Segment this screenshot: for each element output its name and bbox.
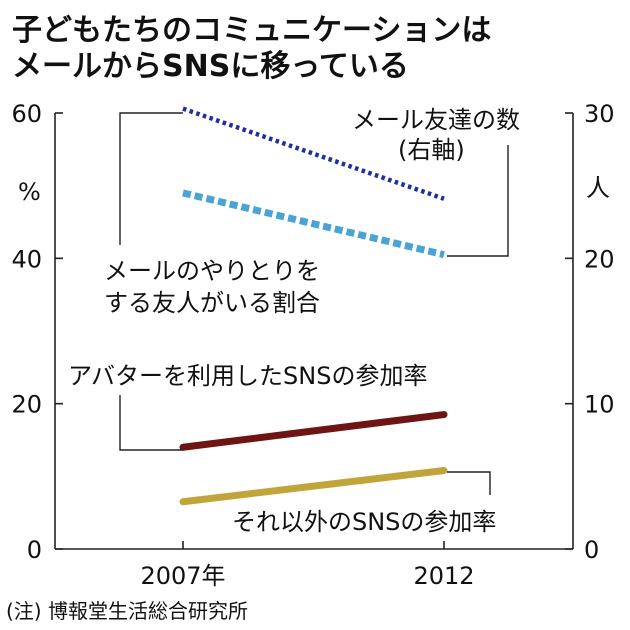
label-mail-friends-sub: (右軸) xyxy=(398,136,465,164)
right-axis-unit: 人 xyxy=(586,174,610,202)
leader-avatar-sns xyxy=(119,395,183,451)
chart-title-line2: メールからSNSに移っている xyxy=(12,49,409,84)
left-tick-label: 20 xyxy=(11,391,42,419)
label-avatar-sns: アバターを利用したSNSの参加率 xyxy=(68,362,427,390)
left-tick-label: 0 xyxy=(27,536,42,564)
series-line-other-sns xyxy=(179,467,448,506)
ticks-layer: 0 20 40 60 0 10 20 30 2007年 2012 xyxy=(11,100,614,590)
right-tick-label: 30 xyxy=(584,100,615,128)
label-other-sns: それ以外のSNSの参加率 xyxy=(232,508,496,536)
series-line-mail-share xyxy=(182,189,445,259)
left-tick-label: 40 xyxy=(11,245,42,273)
leader-mail-friends xyxy=(447,145,509,257)
right-tick-label: 20 xyxy=(584,245,615,273)
label-mail-share-line1: メールのやりとりを xyxy=(104,257,320,285)
x-tick-label: 2007年 xyxy=(140,562,225,590)
leader-other-sns xyxy=(447,471,491,495)
right-tick-label: 10 xyxy=(584,391,615,419)
source-note: (注) 博報堂生活総合研究所 xyxy=(6,599,248,623)
series-layer xyxy=(179,106,448,506)
chart-title-line1: 子どもたちのコミュニケーションは xyxy=(12,13,491,48)
leader-mail-share xyxy=(119,112,183,245)
label-mail-share-line2: する友人がいる割合 xyxy=(104,289,320,317)
right-tick-label: 0 xyxy=(584,536,599,564)
series-line-avatar-sns xyxy=(179,411,448,451)
label-mail-friends: メール友達の数 xyxy=(352,106,520,134)
left-axis-unit: % xyxy=(18,178,41,206)
left-tick-label: 60 xyxy=(11,100,42,128)
x-tick-label: 2012 xyxy=(413,562,474,590)
